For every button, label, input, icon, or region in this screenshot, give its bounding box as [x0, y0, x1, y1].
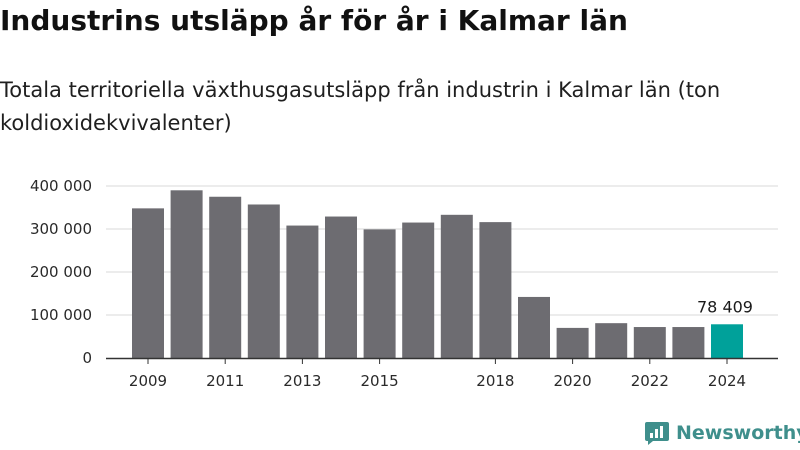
y-tick-label: 100 000	[30, 306, 92, 324]
bar	[633, 327, 666, 358]
y-tick-label: 200 000	[30, 263, 92, 281]
bar	[209, 196, 242, 358]
chart-title: Industrins utsläpp år för år i Kalmar lä…	[0, 4, 628, 37]
bar	[247, 204, 280, 358]
x-axis-labels: 2009 2011 2013 2015 2018 2020 2022 2024	[129, 358, 746, 390]
x-tick-label: 2015	[361, 372, 399, 390]
bar	[479, 222, 512, 358]
bar	[440, 214, 473, 358]
y-tick-label: 400 000	[30, 177, 92, 195]
brand-logo: Newsworthy	[644, 420, 800, 446]
x-tick-label: 2024	[708, 372, 746, 390]
y-tick-label: 300 000	[30, 220, 92, 238]
bar	[363, 229, 396, 358]
data-label-2024: 78 409	[697, 297, 753, 316]
bar	[170, 190, 203, 358]
bar-highlight	[711, 324, 743, 358]
bar	[595, 323, 628, 358]
y-axis-labels: 0 100 000 200 000 300 000 400 000	[30, 177, 92, 367]
bar	[286, 225, 319, 358]
y-tick-label: 0	[82, 349, 92, 367]
data-labels: 78 409	[697, 297, 753, 316]
bar	[132, 208, 164, 358]
x-tick-label: 2022	[631, 372, 669, 390]
bar	[518, 296, 550, 358]
newsworthy-logo-icon	[645, 422, 669, 445]
bar	[402, 222, 435, 358]
brand-name: Newsworthy	[676, 422, 800, 444]
x-tick-label: 2020	[554, 372, 592, 390]
x-tick-label: 2011	[206, 372, 244, 390]
bars	[132, 190, 743, 358]
bar	[672, 327, 705, 358]
chart-subtitle: Totala territoriella växthusgasutsläpp f…	[0, 78, 721, 135]
x-tick-label: 2013	[283, 372, 321, 390]
x-tick-label: 2009	[129, 372, 167, 390]
bar	[325, 216, 357, 358]
x-tick-label: 2018	[476, 372, 514, 390]
bar	[556, 327, 589, 358]
